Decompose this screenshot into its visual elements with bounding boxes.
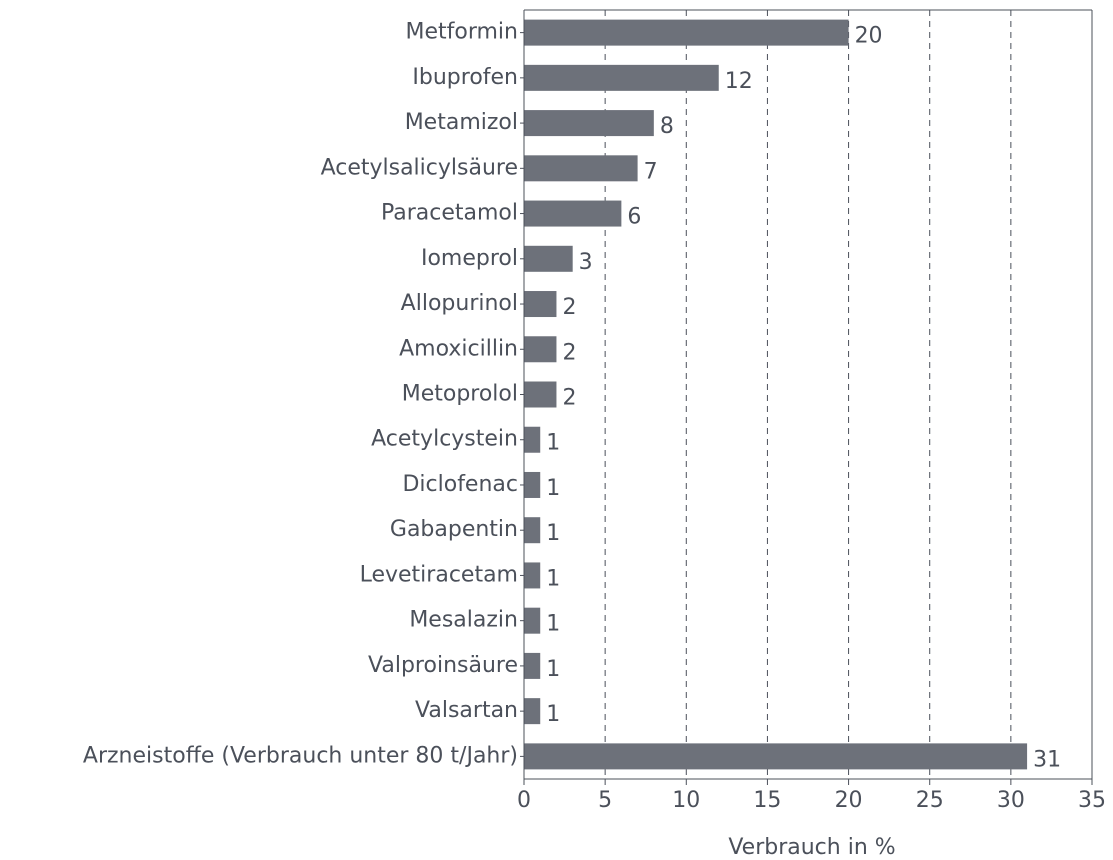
y-tick-label: Levetiracetam: [360, 562, 518, 587]
y-tick-label: Valsartan: [415, 698, 518, 723]
bar: [524, 652, 541, 679]
bar: [524, 517, 541, 544]
bar: [524, 291, 557, 318]
x-axis-label: Verbrauch in %: [728, 835, 895, 856]
y-tick-label: Metformin: [406, 20, 519, 45]
value-label: 12: [725, 69, 753, 94]
value-label: 7: [644, 159, 658, 184]
x-tick-label: 20: [835, 788, 863, 813]
y-tick-label: Metoprolol: [402, 382, 518, 407]
y-tick-label: Diclofenac: [402, 472, 518, 497]
value-label: 3: [579, 250, 593, 275]
bar: [524, 471, 541, 498]
y-tick-label: Acetylcystein: [371, 427, 518, 452]
value-label: 20: [855, 24, 883, 49]
y-tick-label: Acetylsalicylsäure: [321, 155, 518, 180]
value-label: 1: [546, 521, 560, 546]
x-tick-label: 0: [517, 788, 531, 813]
y-tick-label: Iomeprol: [421, 246, 518, 271]
x-tick-label: 35: [1078, 788, 1106, 813]
bar: [524, 200, 622, 227]
value-label: 1: [546, 657, 560, 682]
value-label: 2: [562, 340, 576, 365]
y-tick-label: Gabapentin: [390, 517, 518, 542]
bar: [524, 381, 557, 408]
bar: [524, 426, 541, 453]
y-tick-label: Paracetamol: [381, 201, 518, 226]
y-tick-label: Valproinsäure: [368, 653, 518, 678]
bar: [524, 562, 541, 589]
bar: [524, 336, 557, 363]
bar: [524, 743, 1028, 770]
value-label: 6: [627, 205, 641, 230]
y-tick-label: Allopurinol: [401, 291, 518, 316]
value-label: 1: [546, 612, 560, 637]
x-tick-label: 25: [916, 788, 944, 813]
value-label: 31: [1033, 747, 1061, 772]
x-tick-label: 15: [753, 788, 781, 813]
bar: [524, 64, 719, 91]
value-label: 8: [660, 114, 674, 139]
bar: [524, 607, 541, 634]
bar: [524, 19, 849, 46]
y-tick-label: Amoxicillin: [399, 336, 518, 361]
y-tick-label: Mesalazin: [409, 608, 518, 633]
x-tick-label: 5: [598, 788, 612, 813]
x-tick-label: 30: [997, 788, 1025, 813]
value-label: 1: [546, 476, 560, 501]
value-label: 1: [546, 566, 560, 591]
value-label: 1: [546, 431, 560, 456]
bar: [524, 155, 638, 182]
bar: [524, 110, 654, 137]
bar: [524, 698, 541, 725]
value-label: 1: [546, 702, 560, 727]
y-tick-label: Ibuprofen: [412, 65, 518, 90]
bar: [524, 245, 573, 272]
y-tick-label: Metamizol: [405, 110, 518, 135]
value-label: 2: [562, 295, 576, 320]
x-tick-label: 10: [672, 788, 700, 813]
value-label: 2: [562, 386, 576, 411]
y-tick-label: Arzneistoffe (Verbrauch unter 80 t/Jahr): [83, 743, 518, 768]
